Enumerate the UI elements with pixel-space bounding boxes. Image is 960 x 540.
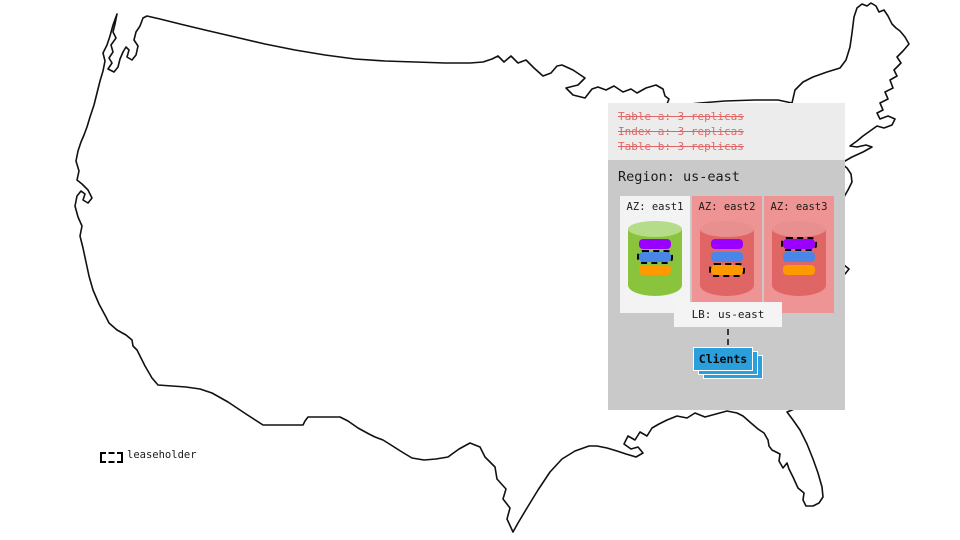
replica-bar: [639, 265, 671, 275]
az-label: AZ: east1: [626, 201, 684, 213]
region-topology-panel: Table a: 3 replicas Index a: 3 replicas …: [608, 103, 845, 410]
db-cylinder-top: [700, 221, 754, 237]
az-box-east3: AZ: east3: [764, 196, 834, 313]
load-balancer-box: LB: us-east: [674, 302, 782, 327]
az-label: AZ: east2: [698, 201, 756, 213]
summary-line: Table a: 3 replicas: [618, 110, 744, 123]
leaseholder-label: leaseholder: [127, 449, 197, 461]
clients-box: Clients: [693, 347, 753, 371]
summary-line: Index a: 3 replicas: [618, 125, 744, 138]
az-box-east2: AZ: east2: [692, 196, 762, 313]
replica-bar: [783, 252, 815, 262]
replica-bar: [709, 263, 745, 277]
az-label: AZ: east3: [770, 201, 828, 213]
replica-bar: [783, 265, 815, 275]
zone-config-summary: Table a: 3 replicas Index a: 3 replicas …: [608, 103, 845, 160]
db-cylinder-top: [628, 221, 682, 237]
clients-label: Clients: [698, 352, 748, 366]
replica-bar: [711, 252, 743, 262]
az-box-east1: AZ: east1: [620, 196, 690, 313]
replica-bar: [639, 239, 671, 249]
replica-bar: [711, 239, 743, 249]
lb-clients-connector: [727, 329, 729, 345]
leaseholder-swatch: [100, 452, 123, 463]
summary-line: Table b: 3 replicas: [618, 140, 744, 153]
replica-bar: [781, 237, 817, 251]
load-balancer-label: LB: us-east: [691, 308, 765, 321]
db-cylinder-top: [772, 221, 826, 237]
region-label: Region: us-east: [618, 169, 740, 185]
replica-bar: [637, 250, 673, 264]
